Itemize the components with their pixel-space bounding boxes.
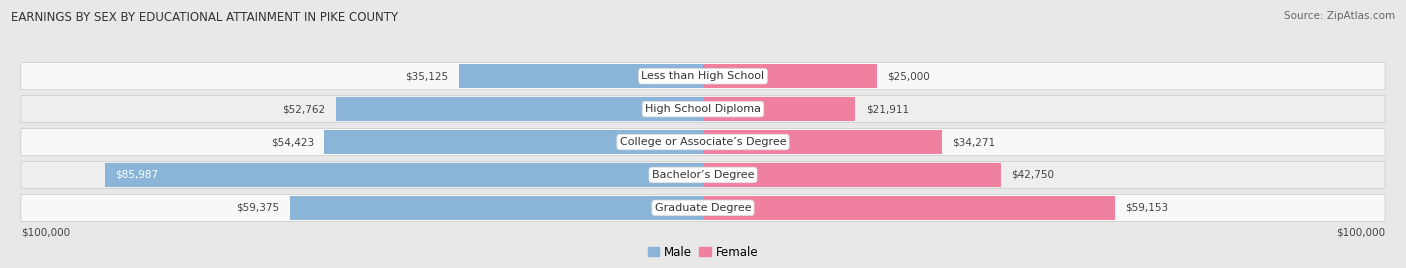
Text: $35,125: $35,125 (405, 71, 449, 81)
Bar (290, 196, 703, 220)
Text: $25,000: $25,000 (887, 71, 931, 81)
Text: $100,000: $100,000 (1336, 228, 1385, 237)
Bar (336, 97, 703, 121)
Legend: Male, Female: Male, Female (643, 241, 763, 264)
Text: $34,271: $34,271 (952, 137, 995, 147)
FancyBboxPatch shape (21, 96, 1385, 123)
Text: $42,750: $42,750 (1011, 170, 1054, 180)
Text: $21,911: $21,911 (866, 104, 910, 114)
Bar (703, 64, 877, 88)
FancyBboxPatch shape (21, 63, 1385, 90)
Text: $100,000: $100,000 (21, 228, 70, 237)
Text: High School Diploma: High School Diploma (645, 104, 761, 114)
Text: College or Associate’s Degree: College or Associate’s Degree (620, 137, 786, 147)
Text: $85,987: $85,987 (115, 170, 157, 180)
Text: Bachelor’s Degree: Bachelor’s Degree (652, 170, 754, 180)
Text: Graduate Degree: Graduate Degree (655, 203, 751, 213)
Text: $59,153: $59,153 (1125, 203, 1168, 213)
FancyBboxPatch shape (21, 194, 1385, 221)
Bar (104, 163, 703, 187)
FancyBboxPatch shape (21, 161, 1385, 188)
Text: $52,762: $52,762 (283, 104, 325, 114)
Bar (703, 130, 942, 154)
Text: $54,423: $54,423 (271, 137, 314, 147)
Bar (703, 196, 1115, 220)
Text: Source: ZipAtlas.com: Source: ZipAtlas.com (1284, 11, 1395, 21)
Bar (458, 64, 703, 88)
FancyBboxPatch shape (21, 129, 1385, 155)
Text: $59,375: $59,375 (236, 203, 280, 213)
Bar (703, 163, 1001, 187)
Bar (325, 130, 703, 154)
Text: EARNINGS BY SEX BY EDUCATIONAL ATTAINMENT IN PIKE COUNTY: EARNINGS BY SEX BY EDUCATIONAL ATTAINMEN… (11, 11, 398, 24)
Text: Less than High School: Less than High School (641, 71, 765, 81)
Bar (703, 97, 855, 121)
